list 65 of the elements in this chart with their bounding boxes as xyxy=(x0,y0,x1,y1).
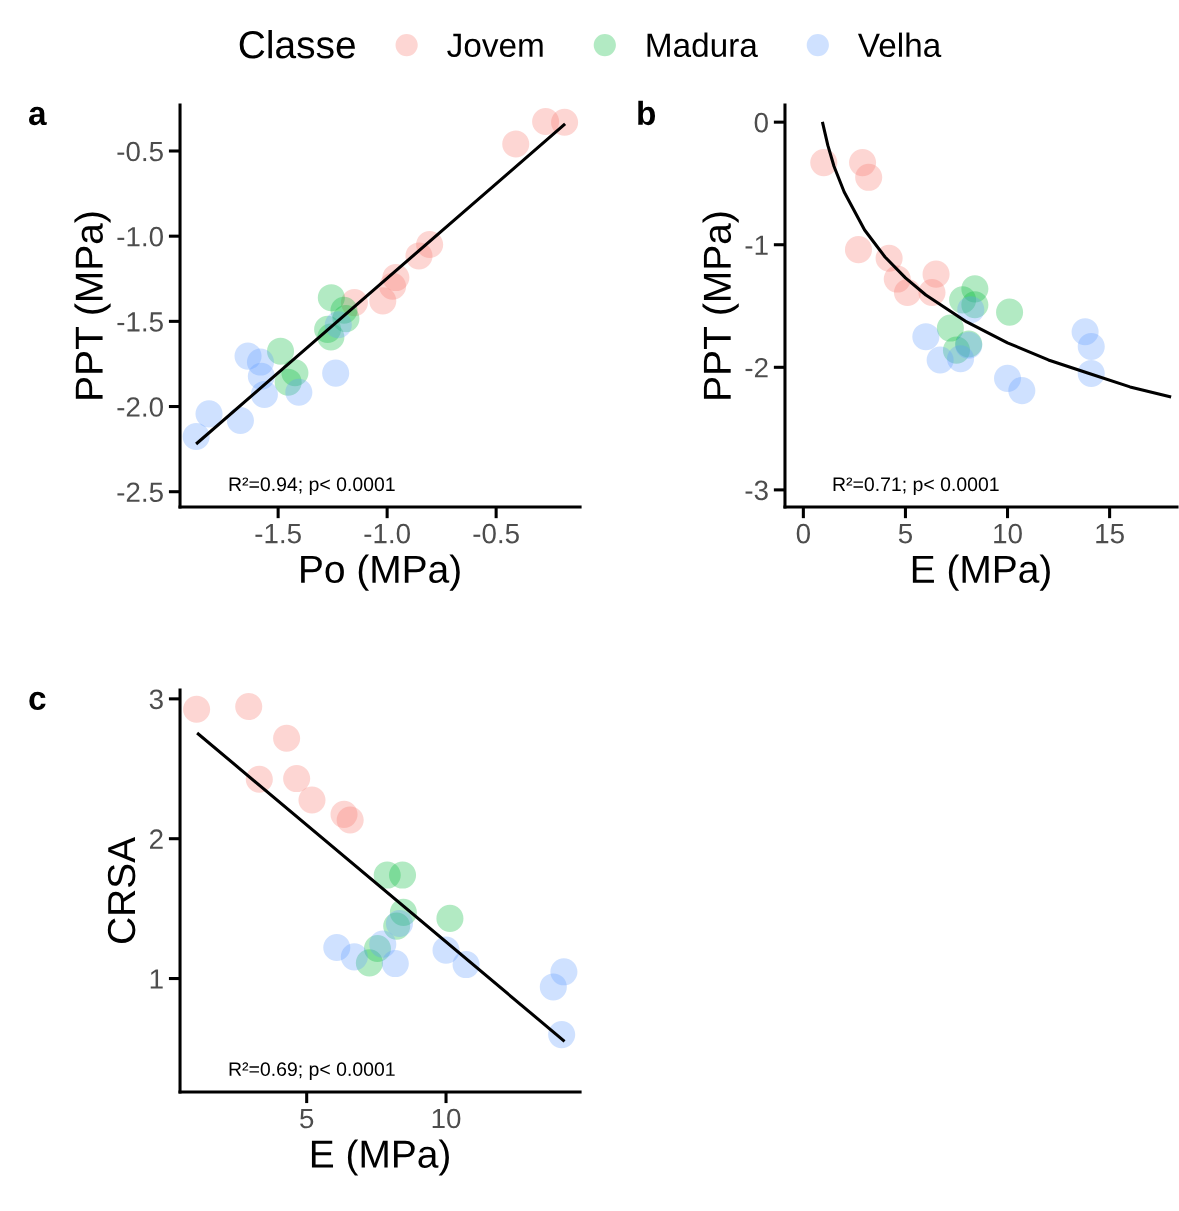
point xyxy=(195,400,223,428)
point xyxy=(283,765,311,793)
x-tick-label: 15 xyxy=(1096,524,1124,544)
x-tick-label: 10 xyxy=(432,1108,461,1129)
y-tick-label: -2.5 xyxy=(117,482,163,503)
annotation: R²=0.69; p< 0.0001 xyxy=(229,1062,395,1080)
chart-title: b xyxy=(638,100,656,126)
point xyxy=(298,786,326,814)
y-tick-label: 0 xyxy=(754,112,768,133)
x-axis-title: E (MPa) xyxy=(311,1139,449,1176)
annotation: R²=0.71; p< 0.0001 xyxy=(833,477,999,495)
point xyxy=(1008,377,1036,405)
x-axis-title: Po (MPa) xyxy=(301,554,460,591)
x-axis-title: E (MPa) xyxy=(912,554,1050,591)
chart-title: c xyxy=(29,691,46,711)
point xyxy=(957,296,985,324)
y-axis-title: CRSA xyxy=(107,836,136,943)
y-tick-label: -2.0 xyxy=(117,397,163,417)
point xyxy=(322,359,350,387)
x-tick-label: 5 xyxy=(300,1108,314,1129)
point xyxy=(285,378,313,406)
y-tick-label: 2 xyxy=(150,829,163,849)
x-tick-label: 10 xyxy=(994,523,1022,544)
point xyxy=(551,108,579,136)
y-tick-label: -3 xyxy=(745,480,768,501)
point xyxy=(266,337,295,365)
annotation: R²=0.94; p< 0.0001 xyxy=(229,477,395,495)
point xyxy=(369,930,397,958)
point xyxy=(912,323,940,351)
point xyxy=(381,950,409,978)
y-axis-title: PPT (MPa) xyxy=(702,212,739,399)
legend-label: Madura xyxy=(647,32,758,58)
point xyxy=(1077,332,1105,361)
point xyxy=(539,973,567,1001)
point xyxy=(369,287,397,315)
y-tick-label: 1 xyxy=(150,969,163,989)
x-tick-label: -0.5 xyxy=(473,523,519,544)
chart-title: a xyxy=(29,106,47,126)
x-tick-label: -1.0 xyxy=(364,523,410,544)
y-tick-label: -1.5 xyxy=(117,312,163,332)
point xyxy=(340,943,368,971)
x-tick-label: 5 xyxy=(898,524,912,544)
point xyxy=(336,806,364,834)
point xyxy=(996,298,1024,326)
point xyxy=(226,406,254,435)
x-tick-label: 0 xyxy=(796,523,810,544)
y-tick-label: -1.0 xyxy=(117,226,163,247)
x-tick-label: -1.5 xyxy=(255,524,301,544)
point xyxy=(502,130,530,158)
legend-label: Jovem xyxy=(447,33,543,58)
point xyxy=(844,236,873,264)
legend-title: Classe xyxy=(239,30,355,59)
point xyxy=(855,163,883,191)
line-series xyxy=(821,121,1172,399)
y-tick-label: -0.5 xyxy=(117,141,163,162)
y-tick-label: -2 xyxy=(745,357,768,378)
legend-label: Velha xyxy=(857,32,942,58)
y-tick-label: -1 xyxy=(745,235,768,255)
y-tick-label: 3 xyxy=(149,689,163,710)
point xyxy=(183,695,211,723)
point xyxy=(273,724,301,752)
point xyxy=(436,904,464,932)
y-axis-title: PPT (MPa) xyxy=(74,212,111,399)
point xyxy=(389,861,417,889)
point xyxy=(235,693,263,721)
